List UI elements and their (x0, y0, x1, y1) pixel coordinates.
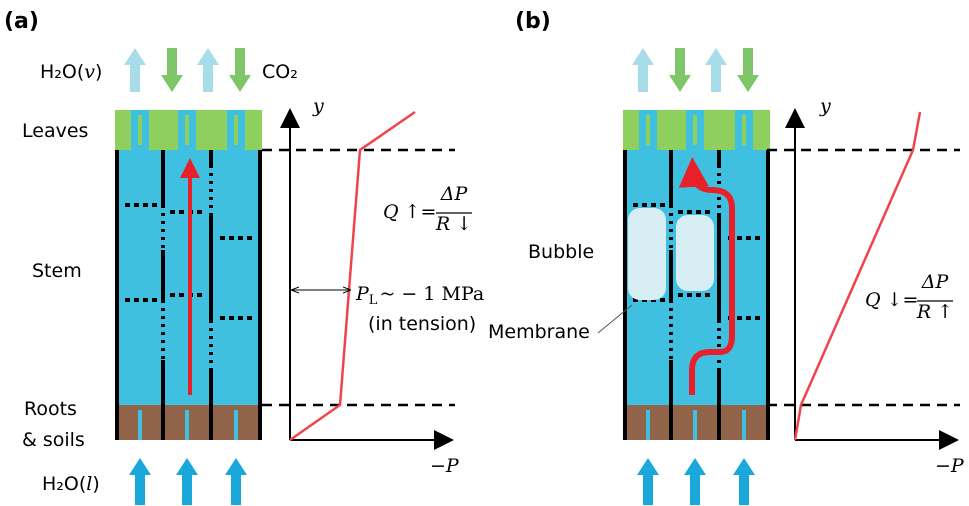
leaf-stub (185, 115, 189, 145)
bubble (676, 215, 714, 291)
flux-arrow (197, 48, 219, 92)
x-axis-label: −P (430, 455, 460, 477)
co2-label: CO₂ (262, 61, 298, 83)
panel-label: (b) (515, 9, 551, 34)
bubble (628, 208, 666, 300)
panel-label: (a) (4, 9, 39, 34)
flux-arrow (684, 458, 706, 505)
figure: (a) H₂O(v) CO₂ Leaves Stem Roots & soils… (0, 0, 969, 506)
flux-arrow (229, 48, 251, 92)
flux-arrow (637, 458, 659, 505)
x-axis-label: −P (935, 455, 965, 477)
pressure-label: PL~ − 1 MPa (355, 283, 484, 308)
flux-arrow (176, 458, 198, 505)
leaf-stub (138, 115, 142, 145)
root-stub (742, 410, 746, 440)
flux-arrow (737, 48, 759, 92)
leaf-stub (742, 115, 746, 145)
shapes (115, 48, 960, 505)
zone-label: & soils (22, 429, 85, 451)
equation-denominator: R ↑ (916, 301, 953, 323)
equation-numerator: ΔP (921, 271, 950, 293)
y-axis-label: y (312, 95, 324, 117)
equation-denominator: R ↓ (435, 213, 472, 235)
pressure-profile (290, 112, 415, 440)
root-stub (646, 410, 650, 440)
root-stub (234, 410, 238, 440)
zone-label: Stem (32, 260, 82, 282)
flux-arrow (632, 48, 654, 92)
flux-arrow (733, 458, 755, 505)
flux-arrow (705, 48, 727, 92)
membrane-label: Membrane (488, 321, 590, 343)
equation-left: Q ↑= (383, 201, 436, 223)
equation-left: Q ↓= (865, 289, 918, 311)
flux-arrow (225, 458, 247, 505)
liquid-flux-label: H₂O(l) (42, 473, 100, 495)
leaf-stub (693, 115, 697, 145)
vapor-flux-label: H₂O(v) (40, 61, 102, 83)
flux-arrow (161, 48, 183, 92)
flux-arrow (129, 458, 151, 505)
root-stub (693, 410, 697, 440)
tension-note: (in tension) (368, 313, 476, 335)
pressure-profile (795, 112, 920, 440)
flux-arrow (669, 48, 691, 92)
y-axis-label: y (819, 95, 831, 117)
root-stub (138, 410, 142, 440)
flux-arrow (124, 48, 146, 92)
equation-numerator: ΔP (440, 183, 469, 205)
zone-label: Roots (24, 398, 77, 420)
zone-label: Leaves (22, 120, 88, 142)
leaf-stub (646, 115, 650, 145)
bubble-label: Bubble (528, 241, 594, 263)
root-stub (185, 410, 189, 440)
leaf-stub (234, 115, 238, 145)
